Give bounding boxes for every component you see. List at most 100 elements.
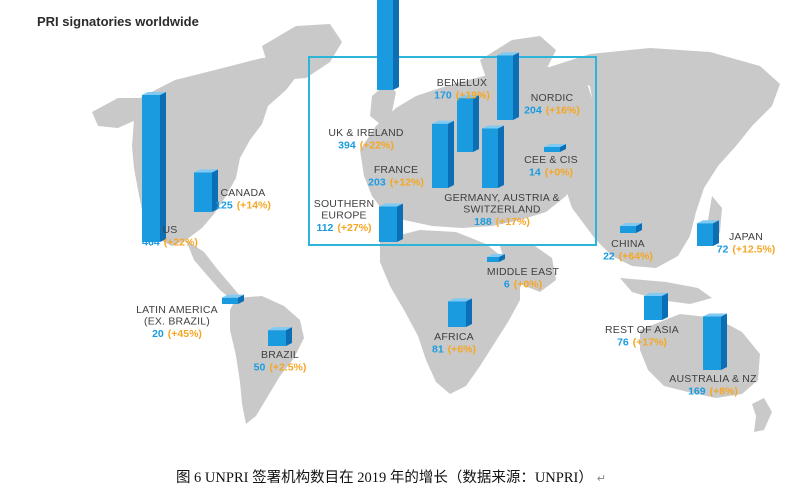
bar-uk-ireland xyxy=(377,0,399,90)
bar-side-us xyxy=(160,92,166,242)
growth-rate: (+17%) xyxy=(633,337,667,349)
bar-top-japan xyxy=(697,220,719,224)
bar-front-middle-east xyxy=(487,257,499,262)
region-stats: 50 (+2.5%) xyxy=(254,362,307,374)
uk-island-landmass xyxy=(370,84,396,124)
growth-rate: (+22%) xyxy=(360,140,394,152)
north-america-landmass xyxy=(132,56,300,246)
bar-front-africa xyxy=(448,301,466,327)
region-stats: 14 (+0%) xyxy=(529,167,573,179)
bar-front-rest-of-asia xyxy=(644,295,662,320)
bar-front-germany-austria-switzerland xyxy=(482,128,498,188)
greenland-landmass xyxy=(262,24,342,80)
region-name: CANADA xyxy=(221,187,266,199)
bar-front-france xyxy=(432,123,448,188)
bar-brazil xyxy=(268,327,292,346)
region-stats: 125 (+14%) xyxy=(215,200,271,212)
signatory-count: 169 xyxy=(688,386,706,398)
bar-japan xyxy=(697,220,719,246)
region-stats: 22 (+64%) xyxy=(603,251,653,263)
region-stats: 464 (+22%) xyxy=(142,237,198,249)
region-stats: 6 (+0%) xyxy=(504,279,542,291)
bar-front-nordic xyxy=(497,55,513,120)
bar-top-australia-nz xyxy=(703,313,727,317)
bar-side-latin-america xyxy=(238,294,244,304)
bar-side-rest-of-asia xyxy=(662,292,668,320)
bar-nordic xyxy=(497,52,519,120)
region-name: (EX. BRAZIL) xyxy=(144,316,210,328)
growth-rate: (+22%) xyxy=(164,237,198,249)
bar-top-southern-europe xyxy=(379,203,403,207)
bar-australia-nz xyxy=(703,313,727,370)
signatory-count: 464 xyxy=(142,237,160,249)
bar-side-middle-east xyxy=(499,254,505,262)
region-stats: 394 (+22%) xyxy=(338,140,394,152)
bar-front-australia-nz xyxy=(703,316,721,370)
bar-canada xyxy=(194,169,218,212)
region-name: BENELUX xyxy=(437,77,487,89)
bar-benelux xyxy=(457,95,479,152)
region-stats: 76 (+17%) xyxy=(617,337,667,349)
bars xyxy=(142,0,727,370)
region-stats: 204 (+16%) xyxy=(524,105,580,117)
bar-side-germany-austria-switzerland xyxy=(498,125,504,188)
signatory-count: 76 xyxy=(617,337,629,349)
bar-front-china xyxy=(620,226,636,233)
europe-highlight-box xyxy=(308,56,597,246)
region-name: REST OF ASIA xyxy=(605,324,679,336)
bar-front-uk-ireland xyxy=(377,0,393,90)
bar-latin-america xyxy=(222,294,244,304)
bar-side-brazil xyxy=(286,327,292,346)
bar-side-cee-cis xyxy=(560,144,566,152)
signatory-count: 203 xyxy=(368,177,386,189)
bar-side-africa xyxy=(466,298,472,327)
bar-front-cee-cis xyxy=(544,147,560,152)
region-name: MIDDLE EAST xyxy=(487,266,560,278)
region-stats: 188 (+17%) xyxy=(474,216,530,228)
growth-rate: (+17%) xyxy=(496,216,530,228)
growth-rate: (+0%) xyxy=(545,167,573,179)
bar-side-australia-nz xyxy=(721,313,727,370)
growth-rate: (+16%) xyxy=(546,105,580,117)
signatory-count: 170 xyxy=(434,90,452,102)
bar-china xyxy=(620,223,642,233)
growth-rate: (+8%) xyxy=(710,386,738,398)
growth-rate: (+27%) xyxy=(337,222,371,234)
return-mark-icon: ↵ xyxy=(597,473,606,485)
region-name: UK & IRELAND xyxy=(328,127,404,139)
signatory-count: 188 xyxy=(474,216,492,228)
growth-rate: (+19%) xyxy=(456,90,490,102)
bar-top-brazil xyxy=(268,327,292,331)
bar-top-canada xyxy=(194,169,218,173)
region-name: JAPAN xyxy=(729,231,763,243)
signatory-count: 72 xyxy=(717,244,729,256)
bar-top-rest-of-asia xyxy=(644,292,668,296)
bar-top-middle-east xyxy=(487,254,505,257)
signatory-count: 14 xyxy=(529,167,541,179)
signatory-count: 112 xyxy=(316,222,333,234)
bar-rest-of-asia xyxy=(644,292,668,320)
region-name: FRANCE xyxy=(374,164,418,176)
bar-top-cee-cis xyxy=(544,144,566,147)
bar-germany-austria-switzerland xyxy=(482,125,504,188)
region-name: AFRICA xyxy=(434,331,474,343)
signatory-count: 81 xyxy=(432,344,444,356)
new-zealand-landmass xyxy=(752,398,772,432)
